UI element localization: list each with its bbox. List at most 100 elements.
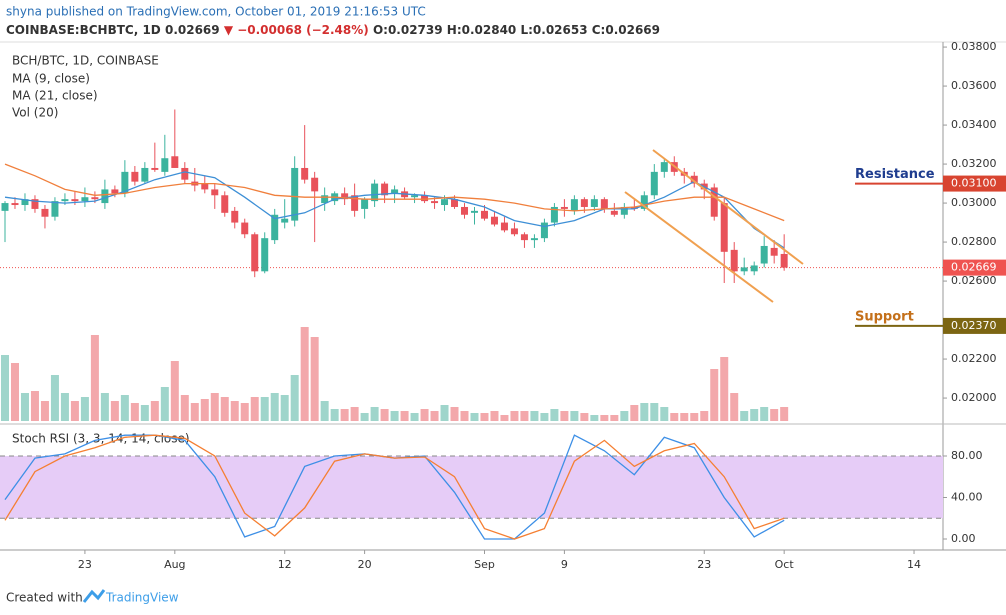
volume-bar	[450, 407, 459, 421]
volume-bar	[470, 413, 479, 421]
candle-body	[520, 234, 528, 241]
volume-bar	[430, 411, 439, 421]
candle-body	[490, 216, 498, 225]
candle-body	[91, 197, 99, 200]
candle-body	[11, 203, 19, 206]
volume-bar	[740, 411, 749, 421]
volume-bar	[720, 357, 729, 421]
volume-bar	[620, 411, 629, 421]
volume-bar	[520, 411, 529, 421]
volume-bar	[0, 355, 9, 421]
candle-body	[361, 199, 369, 209]
volume-bar	[340, 409, 349, 421]
candle-body	[730, 249, 738, 272]
trend-line	[624, 191, 774, 303]
volume-bar	[220, 397, 229, 421]
candle-body	[640, 195, 648, 209]
volume-bar	[90, 335, 99, 421]
volume-bar	[370, 407, 379, 421]
symbol-line: COINBASE:BCHBTC, 1D 0.02669 ▼ −0.00068 (…	[6, 23, 660, 37]
y-tick-label: 0.02200	[951, 352, 997, 365]
stoch-tick-label: 80.00	[951, 449, 983, 462]
volume-bar	[50, 375, 59, 421]
candle-body	[311, 177, 319, 192]
y-tick-label: 0.03000	[951, 196, 997, 209]
volume-bar	[160, 387, 169, 421]
candle-body	[371, 183, 379, 202]
level-note: Resistance	[855, 167, 935, 182]
x-tick-label: 23	[697, 558, 711, 571]
volume-bar	[750, 409, 759, 421]
candle-body	[500, 222, 508, 231]
stoch-tick-label: 0.00	[951, 532, 976, 545]
candle-body	[161, 158, 169, 172]
candle-body	[510, 228, 518, 235]
price-label-box	[943, 259, 1006, 276]
stoch-line	[4, 434, 785, 540]
candle-body	[550, 206, 558, 223]
legend-stoch: Stoch RSI (3, 3, 14, 14, close)	[12, 432, 190, 446]
last: 0.02669	[165, 23, 220, 37]
candle-body	[31, 199, 39, 209]
level-note: Support	[855, 309, 914, 324]
candle-body	[630, 206, 638, 209]
volume-bar	[460, 411, 469, 421]
volume-bar	[490, 411, 499, 421]
volume-bar	[230, 401, 239, 421]
candle-body	[570, 199, 578, 211]
price-label: 0.03100	[951, 177, 997, 190]
y-tick-label: 0.03600	[951, 79, 997, 92]
candle-body	[121, 171, 129, 194]
volume-bar	[30, 391, 39, 421]
price-label: 0.02370	[951, 319, 997, 332]
y-tick-label: 0.02800	[951, 235, 997, 248]
candle-body	[431, 201, 439, 204]
volume-bar	[270, 393, 279, 421]
volume-bar	[410, 413, 419, 421]
candle-body	[51, 201, 59, 217]
candle-body	[780, 253, 788, 268]
candle-body	[281, 218, 289, 223]
y-tick-label: 0.02600	[951, 274, 997, 287]
volume-bar	[180, 395, 189, 421]
candle-body	[620, 206, 628, 215]
volume-bar	[670, 413, 679, 421]
volume-bar	[390, 411, 399, 421]
symbol: COINBASE:BCHBTC, 1D	[6, 23, 161, 37]
candle-body	[301, 167, 309, 180]
volume-bar	[680, 413, 689, 421]
volume-bar	[170, 361, 179, 421]
volume-bar	[730, 393, 739, 421]
y-tick-label: 0.03400	[951, 118, 997, 131]
candle-body	[201, 183, 209, 190]
x-tick-label: 20	[358, 558, 372, 571]
volume-bar	[650, 403, 659, 421]
volume-bar	[300, 327, 309, 421]
volume-bar	[770, 409, 779, 421]
ma-line	[4, 163, 785, 222]
candle-body	[770, 247, 778, 256]
volume-bar	[500, 415, 509, 421]
candle-body	[480, 210, 488, 219]
price-label: 0.02669	[951, 261, 997, 274]
candle-body	[231, 210, 239, 223]
volume-bar	[150, 401, 159, 421]
candle-body	[111, 189, 119, 194]
volume-bar	[610, 415, 619, 421]
volume-bar	[280, 395, 289, 421]
volume-bar	[80, 397, 89, 421]
candle-body	[461, 206, 469, 215]
candle-body	[271, 214, 279, 241]
footer-text: Created with	[6, 591, 83, 605]
volume-bar	[640, 403, 649, 421]
volume-bar	[590, 415, 599, 421]
price-label-box	[943, 175, 1006, 192]
volume-bar	[550, 409, 559, 421]
candle-body	[181, 167, 189, 180]
price-label-box	[943, 317, 1006, 334]
y-tick-label: 0.02000	[951, 391, 997, 404]
candle-body	[1, 203, 9, 211]
candle-body	[580, 199, 588, 207]
candle-body	[441, 199, 449, 206]
